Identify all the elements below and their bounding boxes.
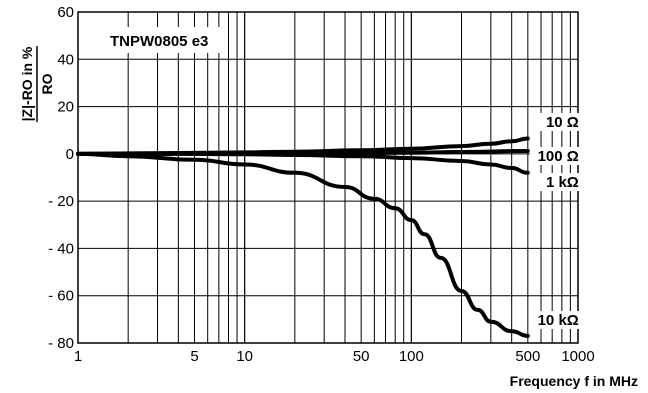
chart-title: TNPW0805 e3 [110, 33, 208, 50]
x-tick-label: 5 [190, 348, 198, 365]
plot-frame [77, 11, 579, 344]
x-tick-label: 10 [236, 348, 253, 365]
y-axis-label-denominator: RO [39, 73, 55, 94]
series-label: 100 Ω [538, 148, 579, 165]
series-labels: 10 Ω 100 Ω 1 kΩ 10 kΩ [529, 113, 580, 329]
series-label-background [529, 113, 580, 131]
x-tick-label: 100 [399, 348, 424, 365]
y-tick-label: - 20 [48, 193, 74, 210]
series-label-background [529, 147, 580, 165]
title-background [106, 27, 224, 53]
y-tick-label: - 80 [48, 335, 74, 352]
y-axis-label-numerator: |Z|-RO in % [19, 46, 35, 121]
series-label-background [529, 311, 580, 329]
x-axis-label: Frequency f in MHz [510, 373, 638, 389]
grid-lines [77, 11, 579, 344]
y-tick-labels: 60 40 20 0 - 20 - 40 - 60 - 80 [48, 4, 74, 352]
y-tick-label: - 40 [48, 240, 74, 257]
series-label: 1 kΩ [546, 174, 579, 191]
x-tick-label: 1000 [561, 348, 594, 365]
y-tick-label: 60 [57, 4, 74, 21]
series-label: 10 kΩ [538, 312, 579, 329]
series-curves [76, 136, 530, 338]
series-line [76, 151, 530, 338]
series-line [76, 151, 530, 175]
x-tick-label: 1 [74, 348, 82, 365]
y-tick-label: - 60 [48, 288, 74, 305]
y-tick-label: 0 [66, 146, 74, 163]
series-label: 10 Ω [546, 114, 579, 131]
y-tick-label: 40 [57, 51, 74, 68]
series-label-background [529, 173, 580, 191]
x-tick-label: 50 [353, 348, 370, 365]
y-axis-label: |Z|-RO in % RO [19, 46, 55, 122]
x-tick-labels: 1 5 10 50 100 500 1000 [74, 348, 595, 365]
x-tick-label: 500 [515, 348, 540, 365]
y-tick-label: 20 [57, 99, 74, 116]
